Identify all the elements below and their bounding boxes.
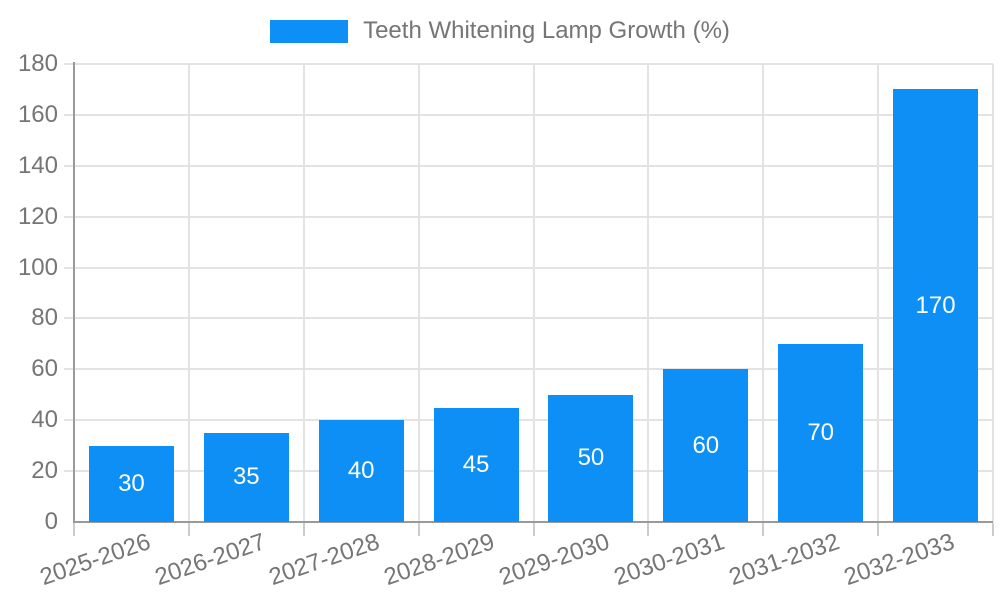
bar-value-label: 35 [232,463,260,491]
bar-value-label: 70 [807,418,835,446]
bar-value-label: 40 [347,457,375,485]
bar-value-label: 45 [462,450,490,478]
bar-value-label: 170 [915,291,956,319]
y-tick-label: 0 [44,508,58,535]
x-tick-label: 2026-2027 [151,528,269,592]
y-tick-label: 20 [31,457,58,485]
y-gridline [64,419,993,422]
x-gridline [992,64,994,522]
y-tick-label: 180 [17,50,58,77]
x-gridline [647,64,650,522]
x-tick-mark [187,523,190,536]
x-tick-mark [417,523,420,536]
y-gridline [64,317,993,320]
y-gridline [64,113,993,116]
y-tick-label: 160 [17,100,58,128]
bar: 50 [548,394,634,522]
x-gridline [762,64,765,522]
y-tick-label: 80 [31,304,58,332]
bar-value-label: 60 [692,431,720,459]
y-tick-label: 40 [31,406,58,434]
legend-label: Teeth Whitening Lamp Growth (%) [363,17,730,44]
legend[interactable]: Teeth Whitening Lamp Growth (%) [0,17,1000,45]
bar-value-label: 30 [118,469,145,497]
x-tick-mark [647,523,650,536]
bar: 60 [663,369,749,522]
bar: 70 [778,343,864,522]
bar-value-label: 50 [577,444,605,472]
x-tick-label: 2032-2033 [840,528,958,592]
bar: 40 [318,420,404,522]
x-tick-mark [73,523,75,536]
x-tick-label: 2027-2028 [266,528,384,592]
x-tick-label: 2025-2026 [36,528,154,592]
y-tick-label: 140 [17,151,58,179]
y-gridline [64,164,993,167]
x-gridline [302,64,305,522]
bar: 35 [203,432,289,522]
y-tick-label: 120 [17,202,58,230]
x-gridline [877,64,880,522]
x-tick-label: 2031-2032 [725,528,843,592]
x-tick-mark [762,523,765,536]
y-axis [73,62,75,522]
bar: 30 [88,445,174,522]
x-tick-mark [877,523,880,536]
x-tick-mark [302,523,305,536]
x-gridline [187,64,190,522]
x-tick-label: 2030-2031 [610,528,728,592]
y-tick-label: 60 [31,355,58,383]
y-gridline [64,215,993,218]
y-gridline [64,63,993,65]
x-tick-label: 2028-2029 [380,528,499,592]
bar: 45 [433,407,519,522]
bar: 170 [893,89,979,522]
x-gridline [532,64,535,522]
x-axis [73,521,993,523]
x-tick-label: 2029-2030 [495,528,614,592]
x-tick-mark [992,523,994,536]
x-gridline [417,64,420,522]
x-tick-mark [532,523,535,536]
y-gridline [64,368,993,371]
y-gridline [64,266,993,269]
y-tick-label: 100 [17,253,58,281]
legend-swatch [270,19,349,43]
y-gridline [64,470,993,473]
